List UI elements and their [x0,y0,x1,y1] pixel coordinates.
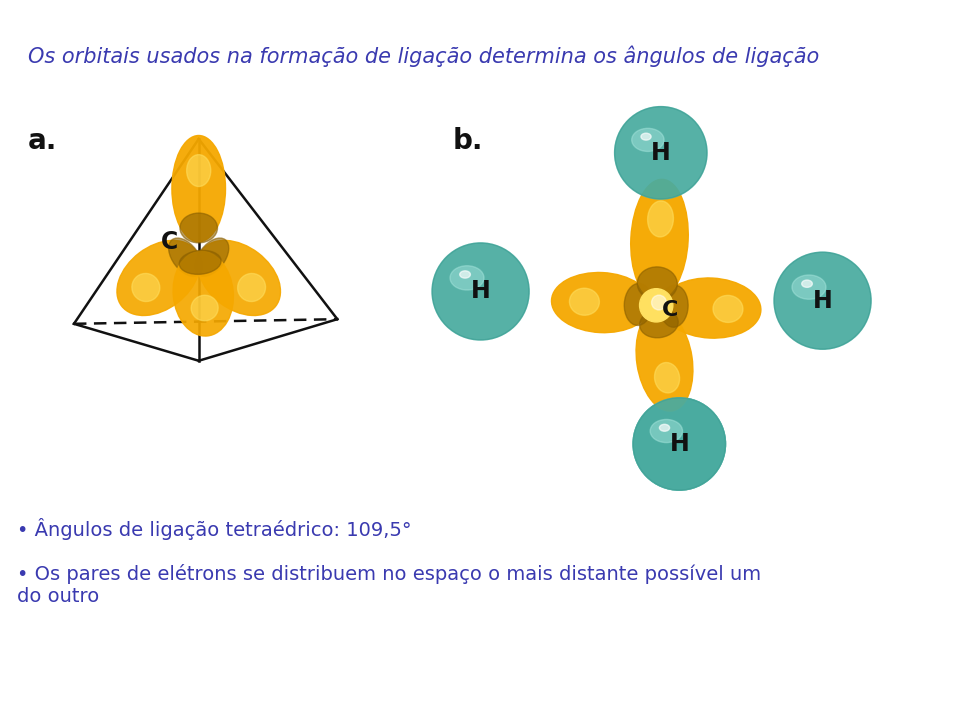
Text: C: C [160,231,178,254]
Circle shape [652,295,666,310]
Ellipse shape [169,238,203,276]
Ellipse shape [450,266,484,290]
Ellipse shape [569,289,599,315]
Ellipse shape [117,241,200,316]
Ellipse shape [198,241,280,316]
Text: a.: a. [28,127,57,155]
Ellipse shape [460,271,470,278]
Ellipse shape [774,252,871,349]
Ellipse shape [660,285,688,327]
Ellipse shape [661,278,761,338]
Ellipse shape [637,267,678,301]
Text: • Ângulos de ligação tetraédrico: 109,5°: • Ângulos de ligação tetraédrico: 109,5° [16,518,411,540]
Ellipse shape [132,274,159,301]
Ellipse shape [792,275,826,299]
Text: H: H [470,279,491,304]
Ellipse shape [551,273,651,333]
Ellipse shape [191,295,218,321]
Ellipse shape [432,243,529,340]
Ellipse shape [633,398,726,490]
Ellipse shape [173,251,233,336]
Circle shape [639,289,673,322]
Ellipse shape [660,425,669,431]
Ellipse shape [633,398,726,490]
Ellipse shape [802,280,812,287]
Ellipse shape [186,155,211,186]
Ellipse shape [713,296,743,322]
Ellipse shape [632,128,664,152]
Ellipse shape [774,252,871,349]
Ellipse shape [238,274,266,301]
Ellipse shape [172,135,226,242]
Ellipse shape [639,309,678,338]
Ellipse shape [650,420,683,442]
Ellipse shape [660,425,669,431]
Ellipse shape [195,238,228,276]
Ellipse shape [633,398,726,490]
Text: b.: b. [453,127,484,155]
Ellipse shape [180,213,218,243]
Ellipse shape [180,251,221,274]
Text: H: H [669,432,689,456]
Ellipse shape [636,310,693,411]
Ellipse shape [631,179,688,299]
Ellipse shape [650,420,683,442]
Ellipse shape [641,133,651,140]
Ellipse shape [633,398,726,490]
Ellipse shape [614,107,707,199]
Ellipse shape [614,107,707,199]
Text: H: H [651,141,671,165]
Ellipse shape [432,243,529,340]
Text: Os orbitais usados na formação de ligação determina os ângulos de ligação: Os orbitais usados na formação de ligaçã… [28,46,819,67]
Text: H: H [813,289,832,313]
Ellipse shape [655,362,680,393]
Text: • Os pares de elétrons se distribuem no espaço o mais distante possível um
do ou: • Os pares de elétrons se distribuem no … [16,564,760,606]
Text: C: C [661,300,679,320]
Ellipse shape [624,284,652,326]
Ellipse shape [648,201,673,237]
